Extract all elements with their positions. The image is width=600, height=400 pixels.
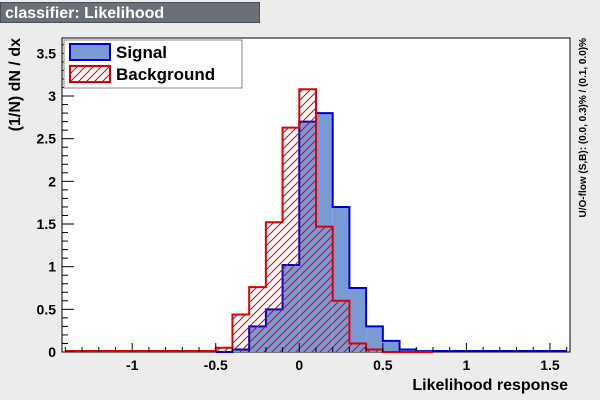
y-tick-label: 0.5 [37, 301, 57, 317]
signal-bar [399, 349, 417, 352]
background-bar [316, 226, 333, 352]
y-tick-label: 1.5 [37, 216, 57, 232]
x-tick-label: 1.5 [540, 357, 560, 373]
background-bar [249, 287, 266, 352]
y-tick-label: 2.5 [37, 131, 57, 147]
x-tick-label: -1 [126, 357, 139, 373]
background-bar [232, 314, 250, 352]
legend-label-signal: Signal [116, 43, 167, 62]
background-bar [366, 349, 383, 352]
signal-bar [382, 340, 400, 352]
legend-swatch-background [69, 65, 111, 83]
overflow-label: U/O-flow (S,B): (0.0, 0.3)% / (0.1, 0.0)… [578, 38, 589, 218]
y-tick-label: 3 [48, 88, 56, 104]
y-axis-title: (1/N) dN / dx [7, 38, 24, 131]
background-bar [299, 89, 316, 353]
x-tick-label: 0.5 [373, 357, 393, 373]
x-tick-label: 0 [295, 357, 303, 373]
y-tick-label: 2 [48, 173, 56, 189]
x-tick-label: 1 [462, 357, 470, 373]
background-histogram [214, 88, 433, 353]
background-bar [215, 347, 233, 352]
background-bar [349, 343, 367, 352]
legend-label-background: Background [116, 65, 215, 84]
y-tick-label: 1 [48, 259, 56, 275]
signal-bar [366, 326, 383, 352]
background-bar [282, 127, 300, 352]
background-bar [332, 300, 350, 352]
y-tick-label: 0 [48, 344, 56, 360]
x-tick-label: -0.5 [204, 357, 228, 373]
legend-swatch-signal [69, 43, 111, 61]
signal-bar [349, 288, 367, 352]
legend: Signal Background [63, 39, 243, 89]
x-axis-title: Likelihood response [412, 377, 568, 394]
background-bar [265, 222, 283, 352]
chart-title: classifier: Likelihood [0, 2, 260, 23]
y-tick-label: 3.5 [37, 45, 57, 61]
